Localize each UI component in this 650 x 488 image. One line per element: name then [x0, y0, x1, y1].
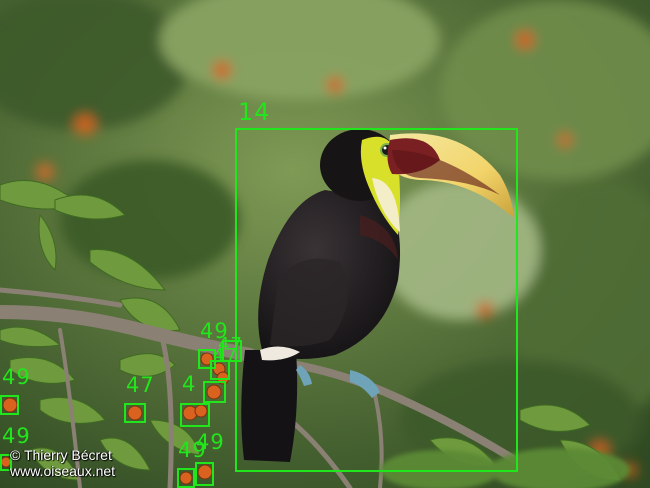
credit-website: www.oiseaux.net	[10, 463, 116, 479]
detection-box-fruit	[0, 454, 12, 471]
detection-box-fruit	[177, 468, 195, 488]
detection-label-fruit: 49	[2, 365, 31, 389]
detection-box-fruit	[203, 381, 226, 403]
detection-box-fruit	[210, 360, 230, 380]
detection-label-fruit: 49	[178, 438, 207, 462]
detection-label-fruit: 49	[2, 424, 31, 448]
detection-box-fruit	[124, 403, 146, 423]
detection-box-fruit	[222, 340, 242, 362]
detection-box-fruit	[195, 462, 214, 486]
detection-label-fruit: 47	[218, 334, 243, 355]
detection-label-bird: 14	[238, 98, 271, 126]
credit-photographer: © Thierry Bécret	[10, 447, 112, 463]
detection-label-fruit: 47	[126, 373, 155, 397]
detection-label-fruit: 49	[200, 319, 229, 343]
detection-label-fruit: 4	[182, 372, 197, 396]
detection-label-fruit: 49	[196, 430, 225, 454]
detection-box-fruit	[0, 395, 19, 415]
detection-box-bird	[235, 128, 518, 472]
detection-box-fruit	[198, 349, 216, 369]
detection-box-fruit	[180, 403, 210, 427]
photo-credit: © Thierry Bécret www.oiseaux.net	[10, 447, 115, 479]
